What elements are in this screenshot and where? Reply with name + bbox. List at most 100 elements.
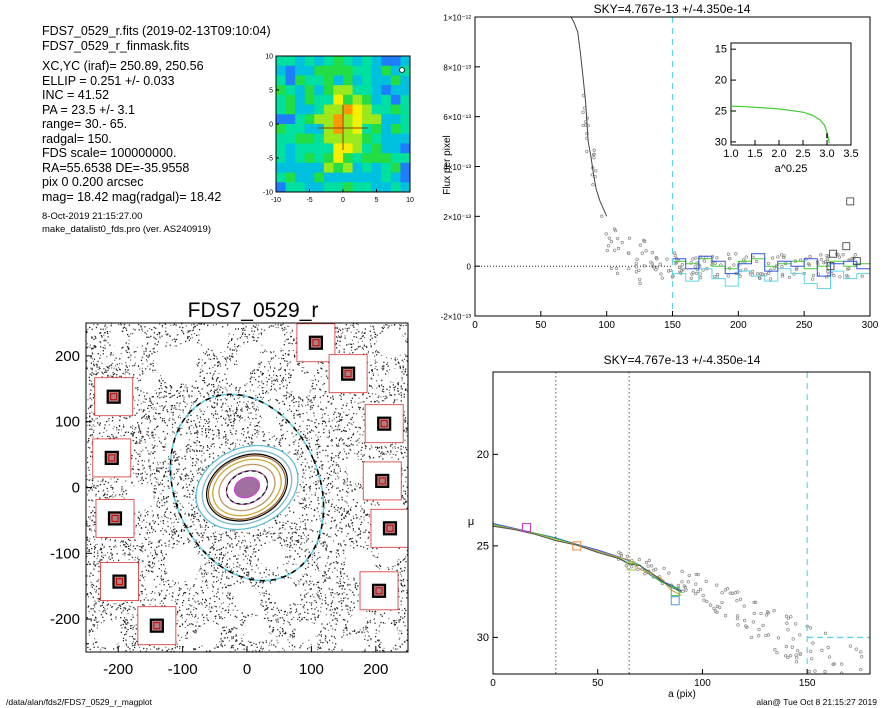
heatmap-cell xyxy=(390,75,402,86)
masked-blob xyxy=(340,634,367,652)
heatmap-cell xyxy=(323,104,335,115)
heatmap-cell xyxy=(276,114,287,125)
data-point xyxy=(823,631,828,635)
isophote xyxy=(195,444,299,531)
data-point xyxy=(655,265,659,270)
heatmap-cell xyxy=(314,65,325,77)
masked-blob xyxy=(108,330,126,347)
masked-blob xyxy=(236,344,259,370)
data-point xyxy=(637,268,641,273)
data-point xyxy=(794,267,799,272)
masked-blob xyxy=(196,623,221,648)
info-line: INC = 41.52 xyxy=(42,88,110,102)
data-point xyxy=(687,573,691,578)
heatmap-cell xyxy=(285,143,296,154)
info-line: RA=55.6538 DE=-35.9558 xyxy=(42,160,190,175)
data-point xyxy=(713,274,717,279)
info-block: FDS7_0529_r.fits (2019-02-13T09:10:04) F… xyxy=(42,24,271,236)
star-core xyxy=(312,339,320,347)
data-point xyxy=(733,591,738,595)
y-tick-label: 25 xyxy=(715,106,727,118)
data-point xyxy=(695,261,699,265)
data-point xyxy=(838,675,841,678)
heatmap-cell xyxy=(390,85,402,96)
data-point xyxy=(854,262,858,266)
heatmap-cell xyxy=(323,56,335,67)
mu-profile-line xyxy=(493,523,682,592)
heatmap-cell xyxy=(343,133,354,145)
star-core xyxy=(111,514,119,522)
heatmap-cell xyxy=(276,75,287,86)
data-point xyxy=(689,261,693,265)
data-point xyxy=(654,567,658,571)
heatmap-cell xyxy=(371,56,382,67)
heatmap-cell xyxy=(352,143,363,154)
info-text-container: FDS7_0529_r.fits (2019-02-13T09:10:04) F… xyxy=(42,24,271,236)
data-point xyxy=(819,253,823,257)
data-point xyxy=(825,253,829,258)
step-line-blue xyxy=(672,253,870,277)
data-point xyxy=(725,587,730,591)
heatmap-cell xyxy=(343,75,354,86)
x-tick-label: 1.5 xyxy=(747,148,762,160)
heatmap-cell xyxy=(400,124,410,135)
mu-square-marker xyxy=(572,541,582,551)
data-point xyxy=(852,256,856,260)
masked-blob xyxy=(132,332,146,343)
isophote xyxy=(207,455,287,520)
data-point xyxy=(634,265,638,269)
data-point xyxy=(594,169,598,173)
star-core xyxy=(386,524,394,532)
heatmap-cell xyxy=(295,65,306,77)
heatmap-cell xyxy=(295,133,306,145)
data-point xyxy=(780,265,784,269)
data-point xyxy=(698,587,703,592)
heatmap-cell xyxy=(381,75,392,86)
y-tick-label: -10 xyxy=(263,190,273,197)
heatmap-cell xyxy=(314,182,325,192)
heatmap-cell xyxy=(295,94,306,106)
flux-square-marker xyxy=(826,262,835,271)
heatmap-cell xyxy=(390,104,402,115)
data-point xyxy=(764,272,768,277)
data-point xyxy=(798,652,802,656)
x-tick-label: 150 xyxy=(799,678,816,689)
heatmap-cell xyxy=(333,75,344,86)
heatmap-cell xyxy=(343,114,354,125)
data-point xyxy=(646,564,650,568)
data-point xyxy=(819,676,822,679)
heatmap-cell xyxy=(314,162,325,174)
data-point xyxy=(693,265,697,269)
heatmap-cell xyxy=(400,162,410,174)
data-point xyxy=(833,684,836,687)
heatmap-cell xyxy=(362,94,373,106)
data-point xyxy=(665,257,669,261)
data-point xyxy=(786,628,790,632)
data-point xyxy=(760,272,765,276)
data-point xyxy=(642,238,646,243)
heatmap-cell xyxy=(314,56,325,67)
heatmap-cell xyxy=(285,85,296,96)
data-point xyxy=(782,255,786,260)
heatmap-cell xyxy=(371,85,382,96)
data-point xyxy=(759,272,763,276)
data-point xyxy=(780,272,785,277)
data-point xyxy=(859,677,862,680)
flux-square-marker xyxy=(852,257,861,266)
inner-range-ellipse xyxy=(226,470,268,505)
heatmap-cell xyxy=(295,162,306,174)
data-point xyxy=(751,620,755,624)
heatmap-cell xyxy=(323,114,335,125)
x-tick-label: 250 xyxy=(796,320,813,331)
data-point xyxy=(806,262,811,266)
heatmap-cell xyxy=(390,162,402,174)
data-point xyxy=(744,255,748,259)
heatmap-cell xyxy=(314,133,325,145)
heatmap-cell xyxy=(390,133,402,145)
heatmap-cell xyxy=(333,153,344,164)
masked-blob xyxy=(387,368,402,383)
data-point xyxy=(775,651,779,655)
heatmap-panel: -10-10 -5 -5 0 0 5 5 10 10 xyxy=(263,54,414,205)
star-core xyxy=(375,587,383,595)
heatmap-cell xyxy=(390,114,402,125)
